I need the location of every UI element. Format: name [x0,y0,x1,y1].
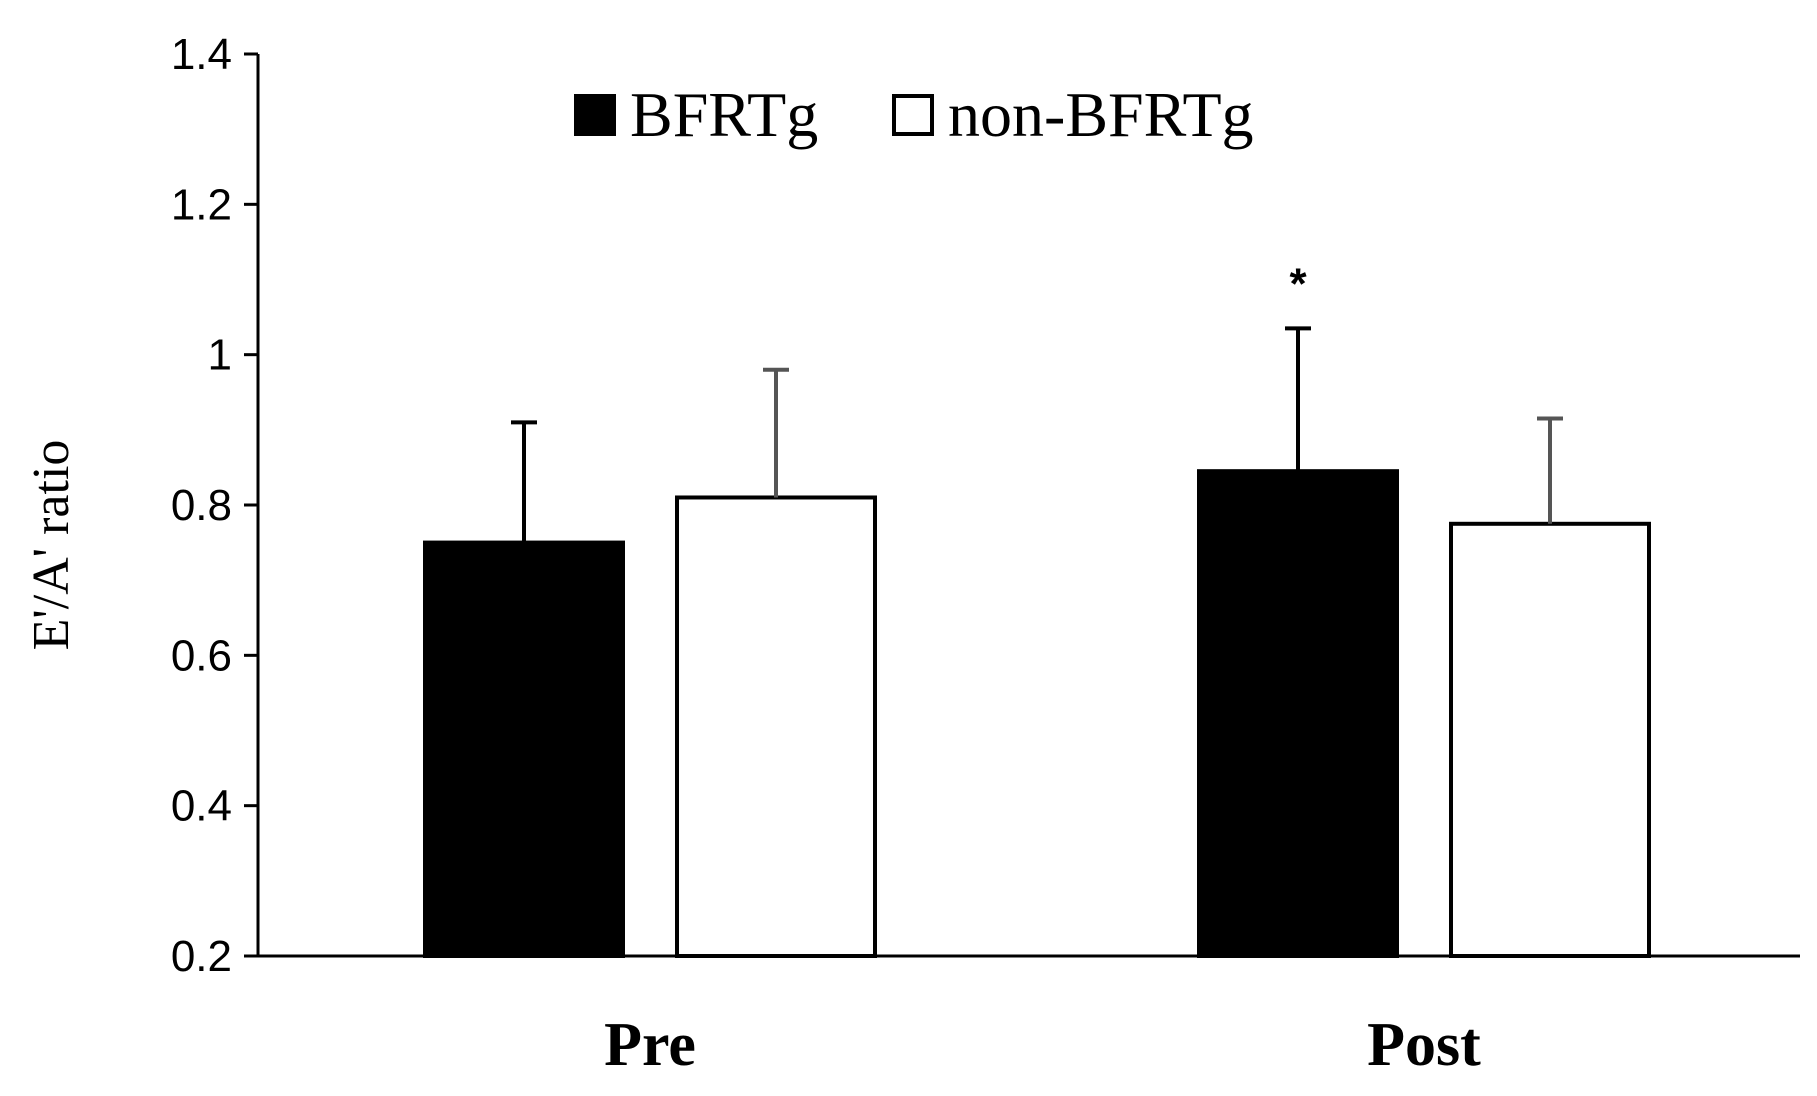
y-tick-label: 0.4 [171,782,232,831]
y-tick-label: 0.2 [171,932,232,981]
y-tick-label: 1.4 [171,30,232,79]
axes: 0.2 0.4 0.6 0.8 1 1.2 1.4 [171,30,1800,981]
y-tick-label: 0.6 [171,631,232,680]
legend-swatch [892,94,934,136]
x-category-label: Post [1367,1011,1481,1079]
bar-non-bfrtg [675,495,877,958]
y-axis-label: E'/A' ratio [23,440,80,651]
legend-label: BFRTg [630,79,818,150]
x-category-label: Pre [604,1011,696,1079]
bar-bfrtg [1197,469,1399,958]
legend: BFRTg non-BFRTg [574,79,1254,150]
bar-bfrtg [423,540,625,958]
legend-label: non-BFRTg [948,79,1254,150]
significance-marker: * [1289,259,1307,308]
bar-non-bfrtg [1449,521,1651,959]
y-tick-label: 1.2 [171,180,232,229]
labels: E'/A' ratio Pre Post * [23,259,1481,1079]
y-tick-label: 0.8 [171,481,232,530]
error-bars [511,326,1563,543]
y-tick-label: 1 [208,331,232,380]
legend-swatch [574,94,616,136]
bars [423,469,1651,959]
